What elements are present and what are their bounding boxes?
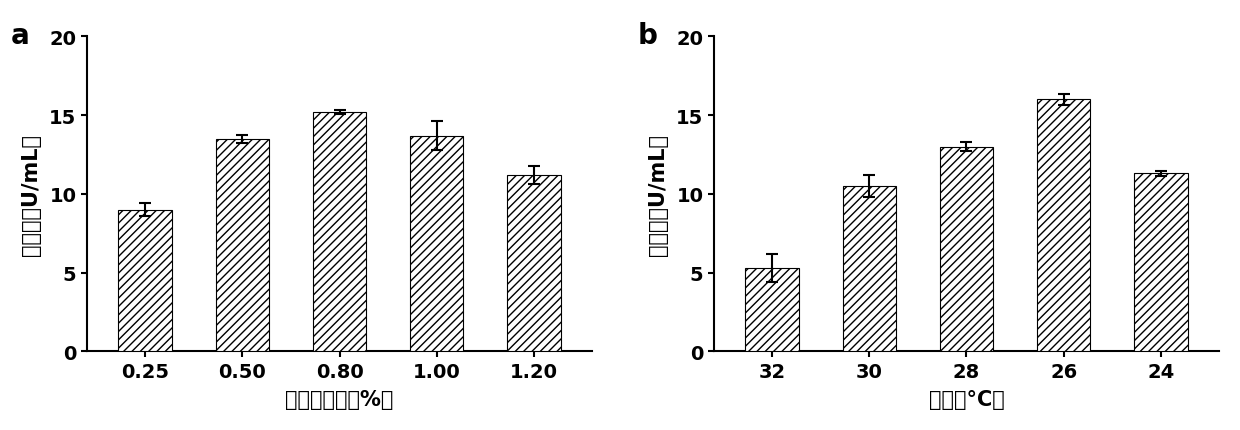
Bar [1037,100,1090,352]
X-axis label: 甲醇添加量（%）: 甲醇添加量（%） [285,389,394,409]
Bar [940,147,993,352]
Bar [842,187,897,352]
Bar [216,139,269,352]
Text: a: a [11,22,30,49]
Bar [312,113,366,352]
Bar [1135,174,1188,352]
Bar [119,210,172,352]
Y-axis label: 酶活力（U/mL）: 酶活力（U/mL） [21,134,41,255]
Y-axis label: 酶活力（U/mL）: 酶活力（U/mL） [647,134,668,255]
Bar [507,175,560,352]
Bar [745,268,799,352]
Bar [410,136,464,352]
X-axis label: 温度（°C）: 温度（°C） [929,389,1004,409]
Text: b: b [637,22,658,49]
